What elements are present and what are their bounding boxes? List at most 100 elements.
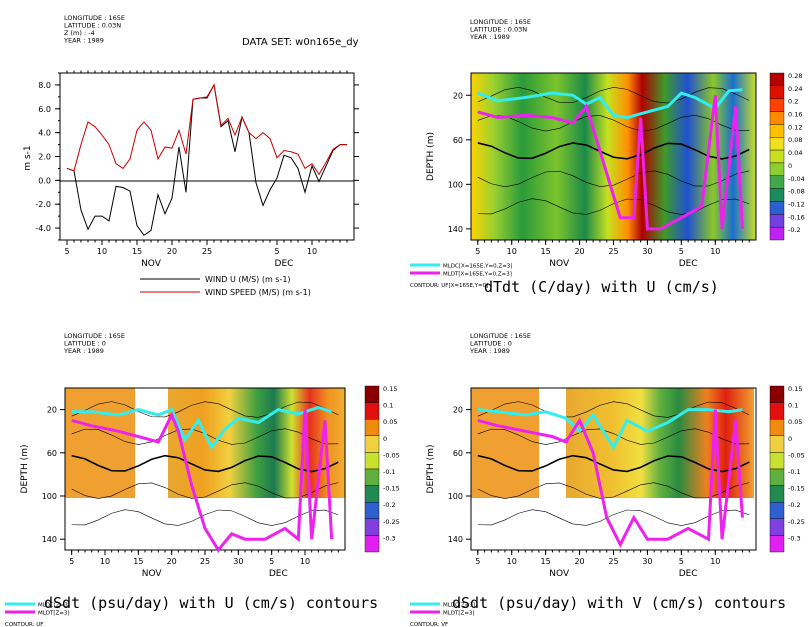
colorbar-swatch <box>769 402 785 420</box>
colorbar-swatch <box>769 518 785 536</box>
x-tick-label: 25 <box>200 557 210 566</box>
x-tick-label: 5 <box>64 247 69 256</box>
x-tick-label: 30 <box>233 557 243 566</box>
x-tick-label: 20 <box>574 247 584 256</box>
x-tick-label: 25 <box>608 557 618 566</box>
y-tick-label: 4.0 <box>38 129 51 138</box>
contour-line <box>477 482 750 499</box>
colorbar-label: -0.15 <box>383 485 400 493</box>
colorbar-swatch <box>769 385 785 403</box>
colorbar-swatch <box>769 188 785 202</box>
colorbar-label: -0.2 <box>788 226 801 234</box>
header-line: YEAR : 1989 <box>63 37 104 45</box>
colorbar-swatch <box>364 402 380 420</box>
contour-line <box>477 454 750 473</box>
x-tick-label: 20 <box>167 557 177 566</box>
header-line: LONGITUDE : 165E <box>64 14 125 22</box>
contour-line <box>477 142 750 160</box>
y-tick-label: 20 <box>453 406 463 415</box>
colorbar-swatch <box>769 485 785 503</box>
x-tick-label: 10 <box>710 247 720 256</box>
header-line: LONGITUDE : 165E <box>470 18 531 26</box>
x-tick-label: 20 <box>167 247 177 256</box>
colorbar-label: -0.08 <box>788 188 805 196</box>
colorbar-label: -0.15 <box>788 485 805 493</box>
y-axis-label: DEPTH (m) <box>20 445 30 494</box>
colorbar-swatch <box>769 175 785 189</box>
legend-label: MLDC[Z=3] <box>443 603 475 609</box>
colorbar-label: 0.1 <box>383 402 393 410</box>
colorbar-label: 0.28 <box>788 72 802 80</box>
colorbar-swatch <box>364 535 380 553</box>
legend-label: MLDC[X=165E,Y=0,Z=3] <box>443 264 512 270</box>
colorbar-label: 0.15 <box>383 385 397 393</box>
heatmap-field-left <box>65 388 135 498</box>
colorbar-swatch <box>769 149 785 164</box>
mixed-layer-line <box>477 408 743 451</box>
y-tick-label: 20 <box>453 91 463 100</box>
colorbar-label: 0.1 <box>788 402 798 410</box>
x-tick-label: 10 <box>100 557 110 566</box>
contour-line <box>477 428 750 445</box>
colorbar-label: 0 <box>383 435 387 443</box>
colorbar-swatch <box>364 518 380 536</box>
contour-line <box>71 401 339 418</box>
y-tick-label: -4.0 <box>35 224 51 233</box>
header-line: LONGITUDE : 165E <box>64 332 125 340</box>
colorbar-label: 0.05 <box>383 418 397 426</box>
month-label: DEC <box>679 259 698 269</box>
panel-title: dSdt (psu/day) with V (cm/s) contours <box>452 594 786 612</box>
contour-note: CONTOUR: UF[X=165E,Y=0] <box>410 283 488 289</box>
colorbar-label: 0.24 <box>788 85 802 93</box>
header-line: LONGITUDE : 165E <box>470 332 531 340</box>
y-tick-label: 100 <box>448 492 463 501</box>
colorbar-label: 0 <box>788 162 792 170</box>
colorbar-swatch <box>769 452 785 470</box>
colorbar-swatch <box>769 111 785 125</box>
colorbar-swatch <box>364 485 380 503</box>
y-tick-label: 0.0 <box>38 176 51 185</box>
month-label: DEC <box>269 569 288 579</box>
y-tick-label: 2.0 <box>38 153 51 162</box>
colorbar-swatch <box>769 535 785 553</box>
colorbar-swatch <box>769 137 785 151</box>
colorbar-swatch <box>769 72 785 87</box>
y-tick-label: 140 <box>448 225 463 234</box>
colorbar-swatch <box>769 226 785 241</box>
colorbar-swatch <box>364 435 380 453</box>
colorbar-swatch <box>364 419 380 437</box>
contour-line <box>477 86 750 104</box>
y-tick-label: 140 <box>448 535 463 544</box>
colorbar-swatch <box>769 214 785 228</box>
header-line: LATITUDE : 0.03N <box>470 26 527 34</box>
colorbar-swatch <box>364 385 380 403</box>
colorbar-swatch <box>769 98 785 112</box>
contour-line <box>71 454 339 473</box>
colorbar-swatch <box>769 502 785 520</box>
contour-note: CONTOUR: VF <box>410 622 448 627</box>
y-tick-label: 20 <box>47 406 57 415</box>
colorbar-swatch <box>769 124 785 138</box>
colorbar-swatch <box>769 468 785 486</box>
colorbar-label: -0.1 <box>788 468 801 476</box>
header-line: LATITUDE : 0 <box>64 340 106 348</box>
panel-title: dSdt (psu/day) with U (cm/s) contours <box>44 594 378 612</box>
y-tick-label: 6.0 <box>38 105 51 114</box>
colorbar-label: 0.15 <box>788 385 802 393</box>
heatmap-field-right <box>168 388 345 498</box>
colorbar-label: -0.3 <box>383 534 396 542</box>
colorbar-label: 0.16 <box>788 111 802 119</box>
x-tick-label: 10 <box>307 247 317 256</box>
colorbar-swatch <box>769 419 785 437</box>
x-tick-label: 5 <box>679 247 684 256</box>
contour-line <box>477 198 750 215</box>
month-label: DEC <box>679 569 698 579</box>
x-tick-label: 5 <box>475 557 480 566</box>
x-tick-label: 15 <box>132 247 142 256</box>
y-axis-label: m s-1 <box>23 145 33 170</box>
x-tick-label: 15 <box>133 557 143 566</box>
colorbar-label: 0.05 <box>788 418 802 426</box>
